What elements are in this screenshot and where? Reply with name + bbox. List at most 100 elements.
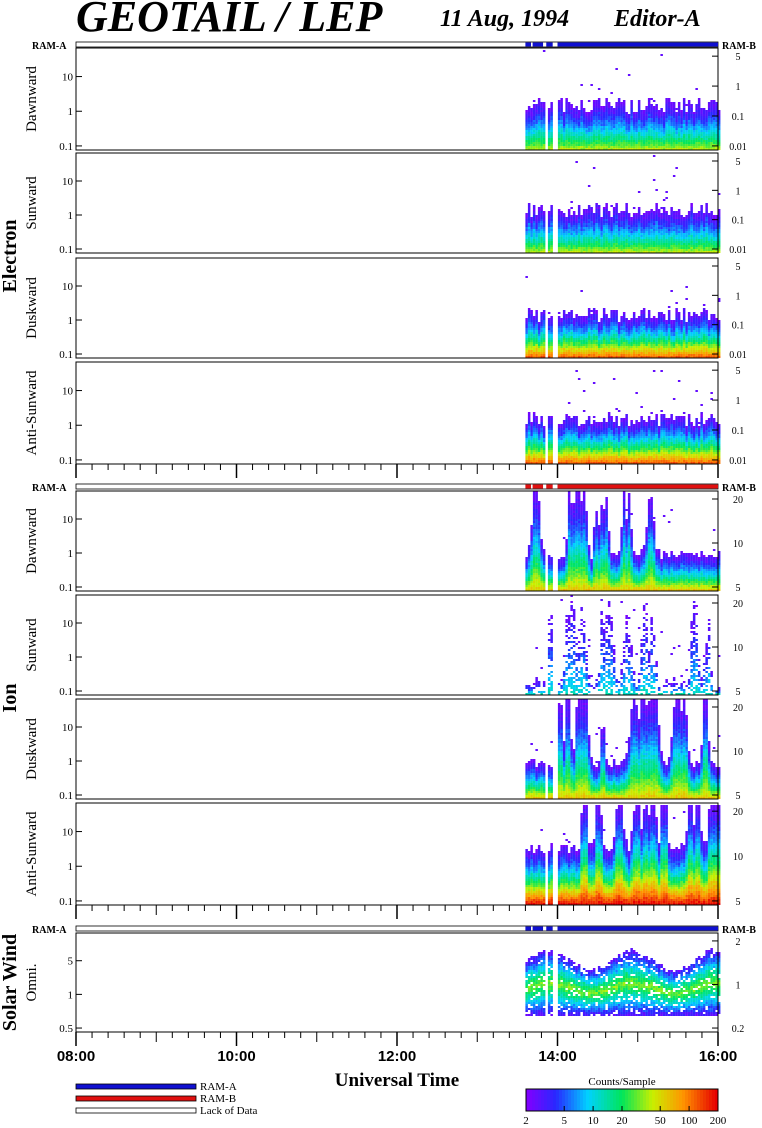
spectrogram-cell (675, 312, 678, 314)
spectrogram-cell (677, 350, 681, 352)
spectrogram-cell (525, 122, 528, 124)
spectrogram-cell (680, 134, 683, 136)
spectrogram-cell (712, 106, 716, 108)
spectrogram-cell (542, 332, 546, 334)
spectrogram-cell (702, 140, 706, 142)
spectrogram-cell (680, 336, 683, 338)
spectrogram-cell (622, 235, 626, 237)
spectrogram-cell (565, 318, 568, 320)
spectrogram-cell (665, 336, 668, 338)
spectrogram-cell (605, 320, 608, 322)
spectrogram-cell (582, 318, 586, 320)
spectrogram-cell (712, 118, 716, 120)
spectrogram-cell (650, 233, 653, 235)
spectrogram-cell (655, 118, 658, 120)
spectrogram-cell (652, 132, 656, 134)
spectrogram-cell (700, 336, 703, 338)
spectrogram-cell (590, 142, 593, 144)
spectrogram-cell (692, 231, 696, 233)
spectrogram-cell (695, 241, 698, 243)
spectrogram-cell (607, 322, 611, 324)
spectrogram-cell (627, 241, 631, 243)
spectrogram-cell (560, 227, 563, 229)
spectrogram-cell (687, 146, 691, 148)
spectrogram-cell (532, 338, 536, 340)
spectrogram-cell (680, 338, 683, 340)
spectrogram-cell (672, 138, 676, 140)
spectrogram-cell (527, 126, 531, 128)
spectrogram-cell (557, 209, 561, 211)
spectrogram-cell (697, 235, 701, 237)
spectrogram-cell (610, 140, 613, 142)
spectrogram-cell (665, 231, 668, 233)
spectrogram-cell (562, 225, 566, 227)
spectrogram-cell (690, 110, 693, 112)
spectrogram-cell (535, 336, 538, 338)
spectrogram-cell (525, 229, 528, 231)
spectrogram-cell (605, 126, 608, 128)
spectrogram-cell (637, 217, 641, 219)
spectrogram-cell (585, 142, 588, 144)
spectrogram-cell (565, 116, 568, 118)
spectrogram-cell (642, 241, 646, 243)
spectrogram-cell (635, 324, 638, 326)
spectrogram-cell (525, 116, 528, 118)
spectrogram-cell (710, 118, 713, 120)
spectrogram-cell (530, 112, 533, 114)
spectrogram-cell (652, 144, 656, 146)
spectrogram-cell (655, 146, 658, 148)
spectrogram-cell (672, 223, 676, 225)
spectrogram-cell (717, 215, 721, 217)
spectrogram-cell (645, 138, 648, 140)
spectrogram-cell (647, 106, 651, 108)
spectrogram-cell (687, 112, 691, 114)
spectrogram-cell (640, 316, 643, 318)
spectrogram-cell (665, 134, 668, 136)
spectrogram-cell (537, 124, 541, 126)
spectrogram-cell (632, 221, 636, 223)
spectrogram-cell (685, 140, 688, 142)
spectrogram-cell (582, 219, 586, 221)
spectrogram-cell (650, 326, 653, 328)
spectrogram-cell (705, 356, 708, 358)
spectrogram-cell (597, 352, 601, 354)
spectrogram-cell (695, 336, 698, 338)
spectrogram-cell (597, 102, 601, 104)
spectrogram-cell (660, 134, 663, 136)
spectrogram-cell (650, 235, 653, 237)
spectrogram-cell (690, 112, 693, 114)
spectrogram-cell (707, 336, 711, 338)
spectrogram-cell (582, 243, 586, 245)
spectrogram-cell (655, 106, 658, 108)
spectrogram-cell (662, 328, 666, 330)
spectrogram-cell (527, 144, 531, 146)
spectrogram-cell (592, 132, 596, 134)
spectrogram-cell (707, 326, 711, 328)
spectrogram-cell (550, 237, 553, 239)
spectrogram-cell (627, 320, 631, 322)
spectrogram-cell (642, 140, 646, 142)
spectrogram-cell (550, 231, 553, 233)
spectrogram-cell (690, 326, 693, 328)
spectrogram-cell (610, 138, 613, 140)
spectrogram-cell (712, 320, 716, 322)
spectrogram-cell (710, 328, 713, 330)
spectrogram-cell (717, 211, 721, 213)
spectrogram-cell (567, 338, 571, 340)
spectrogram-cell (697, 344, 701, 346)
spectrogram-cell (665, 332, 668, 334)
spectrogram-cell (530, 348, 533, 350)
spectrogram-cell (560, 243, 563, 245)
spectrogram-cell (527, 237, 531, 239)
spectrogram-cell (672, 213, 676, 215)
spectrogram-cell (617, 126, 621, 128)
spectrogram-cell (585, 213, 588, 215)
spectrogram-cell (597, 100, 601, 102)
spectrogram-cell (587, 100, 591, 102)
spectrogram-cell (672, 334, 676, 336)
spectrogram-cell (527, 223, 531, 225)
spectrogram-cell (702, 223, 706, 225)
spectrogram-cell (667, 110, 671, 112)
spectrogram-cell (540, 332, 543, 334)
spectrogram-cell (632, 356, 636, 358)
